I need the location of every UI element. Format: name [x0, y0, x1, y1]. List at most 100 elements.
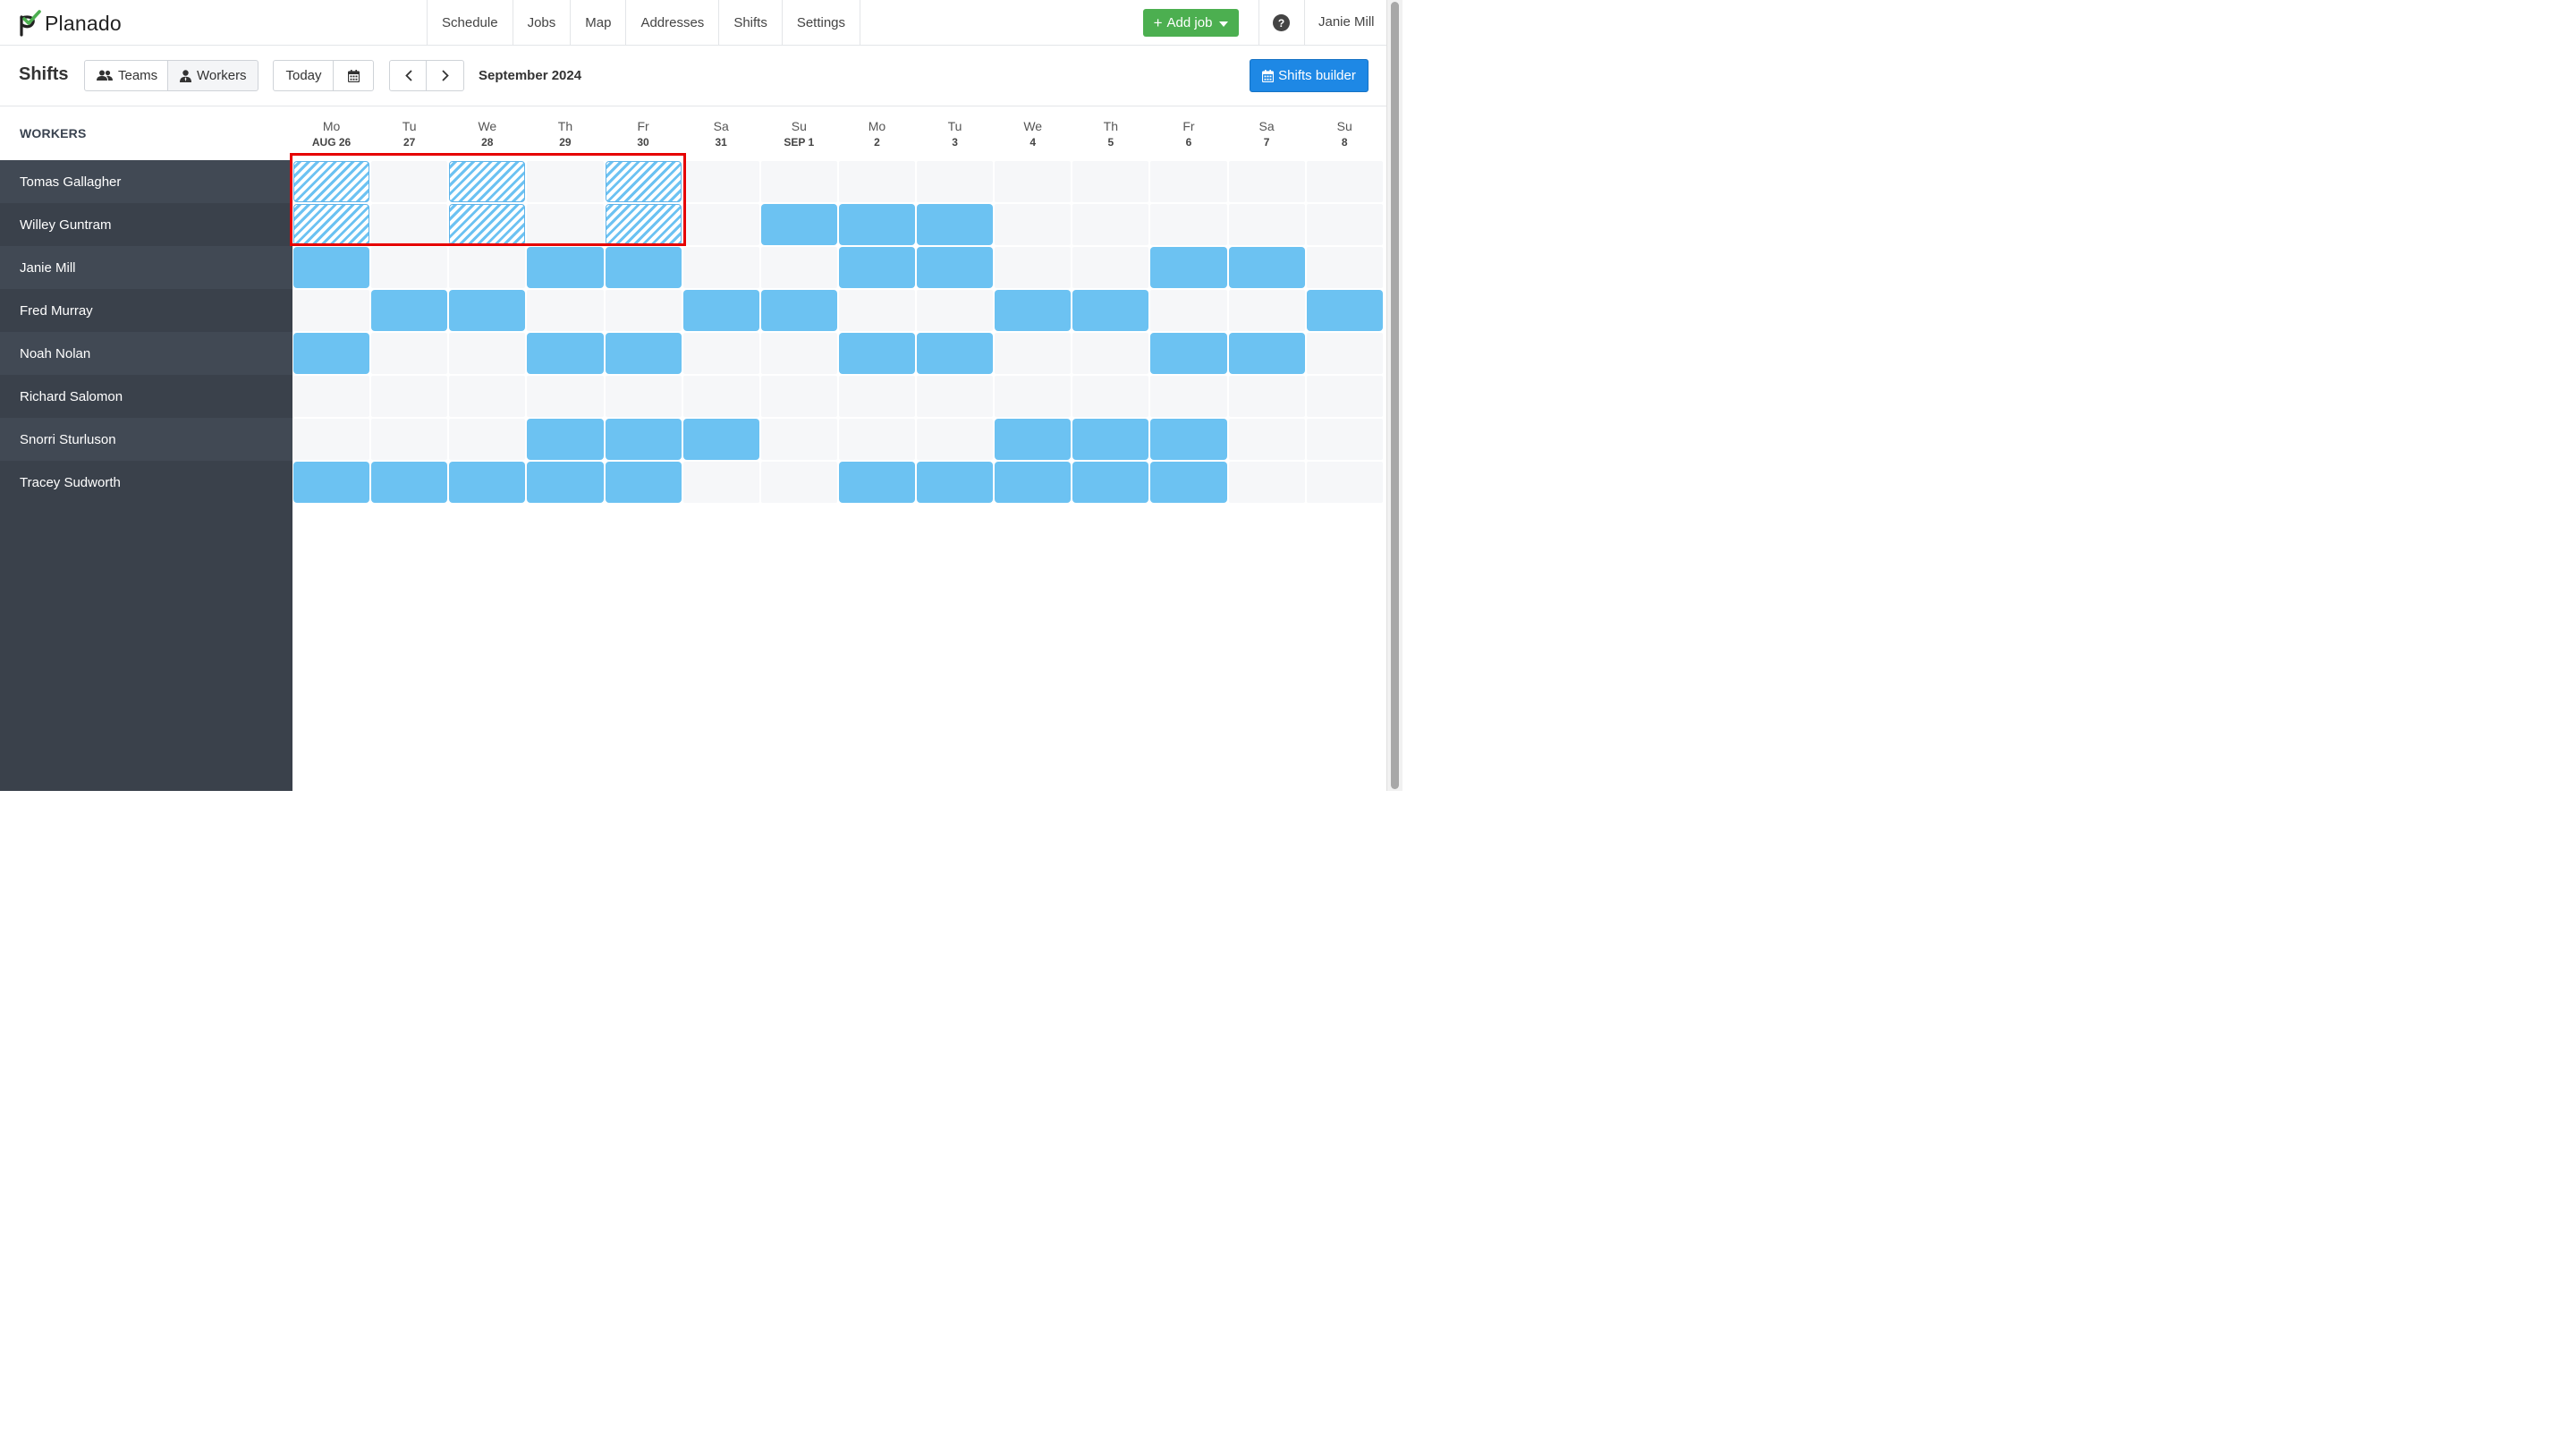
- shift-cell[interactable]: [526, 461, 605, 504]
- nav-settings[interactable]: Settings: [781, 0, 861, 45]
- shift-cell[interactable]: [837, 289, 916, 332]
- shift-cell[interactable]: [994, 461, 1072, 504]
- shift-cell[interactable]: [292, 289, 371, 332]
- shift-cell[interactable]: [759, 246, 838, 289]
- shift-cell[interactable]: [1072, 160, 1150, 203]
- shift-cell[interactable]: [1072, 289, 1150, 332]
- shift-cell[interactable]: [1149, 203, 1228, 246]
- shift-cell[interactable]: [448, 160, 527, 203]
- shift-cell[interactable]: [292, 160, 371, 203]
- worker-row[interactable]: Fred Murray: [0, 289, 292, 332]
- scrollbar-thumb[interactable]: [1391, 2, 1399, 789]
- app-logo[interactable]: Planado: [18, 9, 122, 38]
- shift-cell[interactable]: [526, 289, 605, 332]
- shift-cell[interactable]: [604, 289, 682, 332]
- shift-cell[interactable]: [994, 332, 1072, 375]
- shift-cell[interactable]: [370, 289, 449, 332]
- shift-cell[interactable]: [682, 246, 760, 289]
- shift-cell[interactable]: [1072, 418, 1150, 461]
- shift-cell[interactable]: [994, 203, 1072, 246]
- shift-cell[interactable]: [292, 461, 371, 504]
- shift-cell[interactable]: [682, 332, 760, 375]
- shift-cell[interactable]: [994, 375, 1072, 418]
- shift-cell[interactable]: [604, 203, 682, 246]
- shift-cell[interactable]: [837, 375, 916, 418]
- shift-cell[interactable]: [1227, 418, 1306, 461]
- shift-cell[interactable]: [1149, 332, 1228, 375]
- shift-cell[interactable]: [370, 418, 449, 461]
- shift-cell[interactable]: [916, 203, 995, 246]
- worker-row[interactable]: Noah Nolan: [0, 332, 292, 375]
- nav-addresses[interactable]: Addresses: [625, 0, 718, 45]
- worker-row[interactable]: Tracey Sudworth: [0, 461, 292, 504]
- shift-cell[interactable]: [1149, 418, 1228, 461]
- shift-cell[interactable]: [994, 418, 1072, 461]
- worker-row[interactable]: Snorri Sturluson: [0, 418, 292, 461]
- shift-cell[interactable]: [1149, 461, 1228, 504]
- shift-cell[interactable]: [916, 160, 995, 203]
- shift-cell[interactable]: [604, 160, 682, 203]
- shift-cell[interactable]: [759, 461, 838, 504]
- shift-cell[interactable]: [759, 375, 838, 418]
- shift-cell[interactable]: [1227, 461, 1306, 504]
- shift-cell[interactable]: [526, 332, 605, 375]
- shift-cell[interactable]: [370, 461, 449, 504]
- shift-cell[interactable]: [1227, 203, 1306, 246]
- shift-cell[interactable]: [682, 160, 760, 203]
- shift-cell[interactable]: [916, 289, 995, 332]
- shift-cell[interactable]: [1072, 332, 1150, 375]
- shift-cell[interactable]: [526, 418, 605, 461]
- shift-cell[interactable]: [837, 461, 916, 504]
- shift-cell[interactable]: [916, 246, 995, 289]
- shift-cell[interactable]: [604, 461, 682, 504]
- shift-cell[interactable]: [837, 332, 916, 375]
- shift-cell[interactable]: [759, 289, 838, 332]
- shift-cell[interactable]: [837, 246, 916, 289]
- calendar-picker-button[interactable]: [333, 60, 374, 91]
- shift-cell[interactable]: [1305, 418, 1384, 461]
- shift-cell[interactable]: [837, 418, 916, 461]
- shift-cell[interactable]: [916, 461, 995, 504]
- help-icon[interactable]: ?: [1273, 14, 1290, 31]
- shift-cell[interactable]: [448, 246, 527, 289]
- worker-row[interactable]: Tomas Gallagher: [0, 160, 292, 203]
- shift-cell[interactable]: [1305, 160, 1384, 203]
- next-period-button[interactable]: [426, 60, 464, 91]
- vertical-scrollbar[interactable]: [1386, 0, 1402, 791]
- shift-cell[interactable]: [604, 418, 682, 461]
- shift-cell[interactable]: [370, 375, 449, 418]
- nav-shifts[interactable]: Shifts: [718, 0, 782, 45]
- shift-cell[interactable]: [1227, 289, 1306, 332]
- shift-cell[interactable]: [604, 375, 682, 418]
- shift-cell[interactable]: [994, 246, 1072, 289]
- nav-map[interactable]: Map: [570, 0, 625, 45]
- shift-cell[interactable]: [682, 375, 760, 418]
- shift-cell[interactable]: [1149, 289, 1228, 332]
- shift-cell[interactable]: [1149, 246, 1228, 289]
- shift-cell[interactable]: [1227, 160, 1306, 203]
- shift-cell[interactable]: [292, 246, 371, 289]
- shift-cell[interactable]: [526, 246, 605, 289]
- shift-cell[interactable]: [682, 418, 760, 461]
- shift-cell[interactable]: [526, 203, 605, 246]
- shift-cell[interactable]: [292, 418, 371, 461]
- shifts-builder-button[interactable]: Shifts builder: [1250, 59, 1368, 92]
- shift-cell[interactable]: [292, 332, 371, 375]
- worker-row[interactable]: Richard Salomon: [0, 375, 292, 418]
- shift-cell[interactable]: [448, 418, 527, 461]
- shift-cell[interactable]: [1072, 375, 1150, 418]
- shift-cell[interactable]: [526, 375, 605, 418]
- shift-cell[interactable]: [916, 332, 995, 375]
- shift-cell[interactable]: [1227, 246, 1306, 289]
- previous-period-button[interactable]: [389, 60, 428, 91]
- shift-cell[interactable]: [1305, 461, 1384, 504]
- shift-cell[interactable]: [1305, 375, 1384, 418]
- teams-toggle-button[interactable]: Teams: [84, 60, 169, 91]
- shift-cell[interactable]: [604, 246, 682, 289]
- shift-cell[interactable]: [448, 289, 527, 332]
- shift-cell[interactable]: [837, 160, 916, 203]
- shift-cell[interactable]: [526, 160, 605, 203]
- shift-cell[interactable]: [916, 418, 995, 461]
- shift-cell[interactable]: [370, 332, 449, 375]
- shift-cell[interactable]: [370, 203, 449, 246]
